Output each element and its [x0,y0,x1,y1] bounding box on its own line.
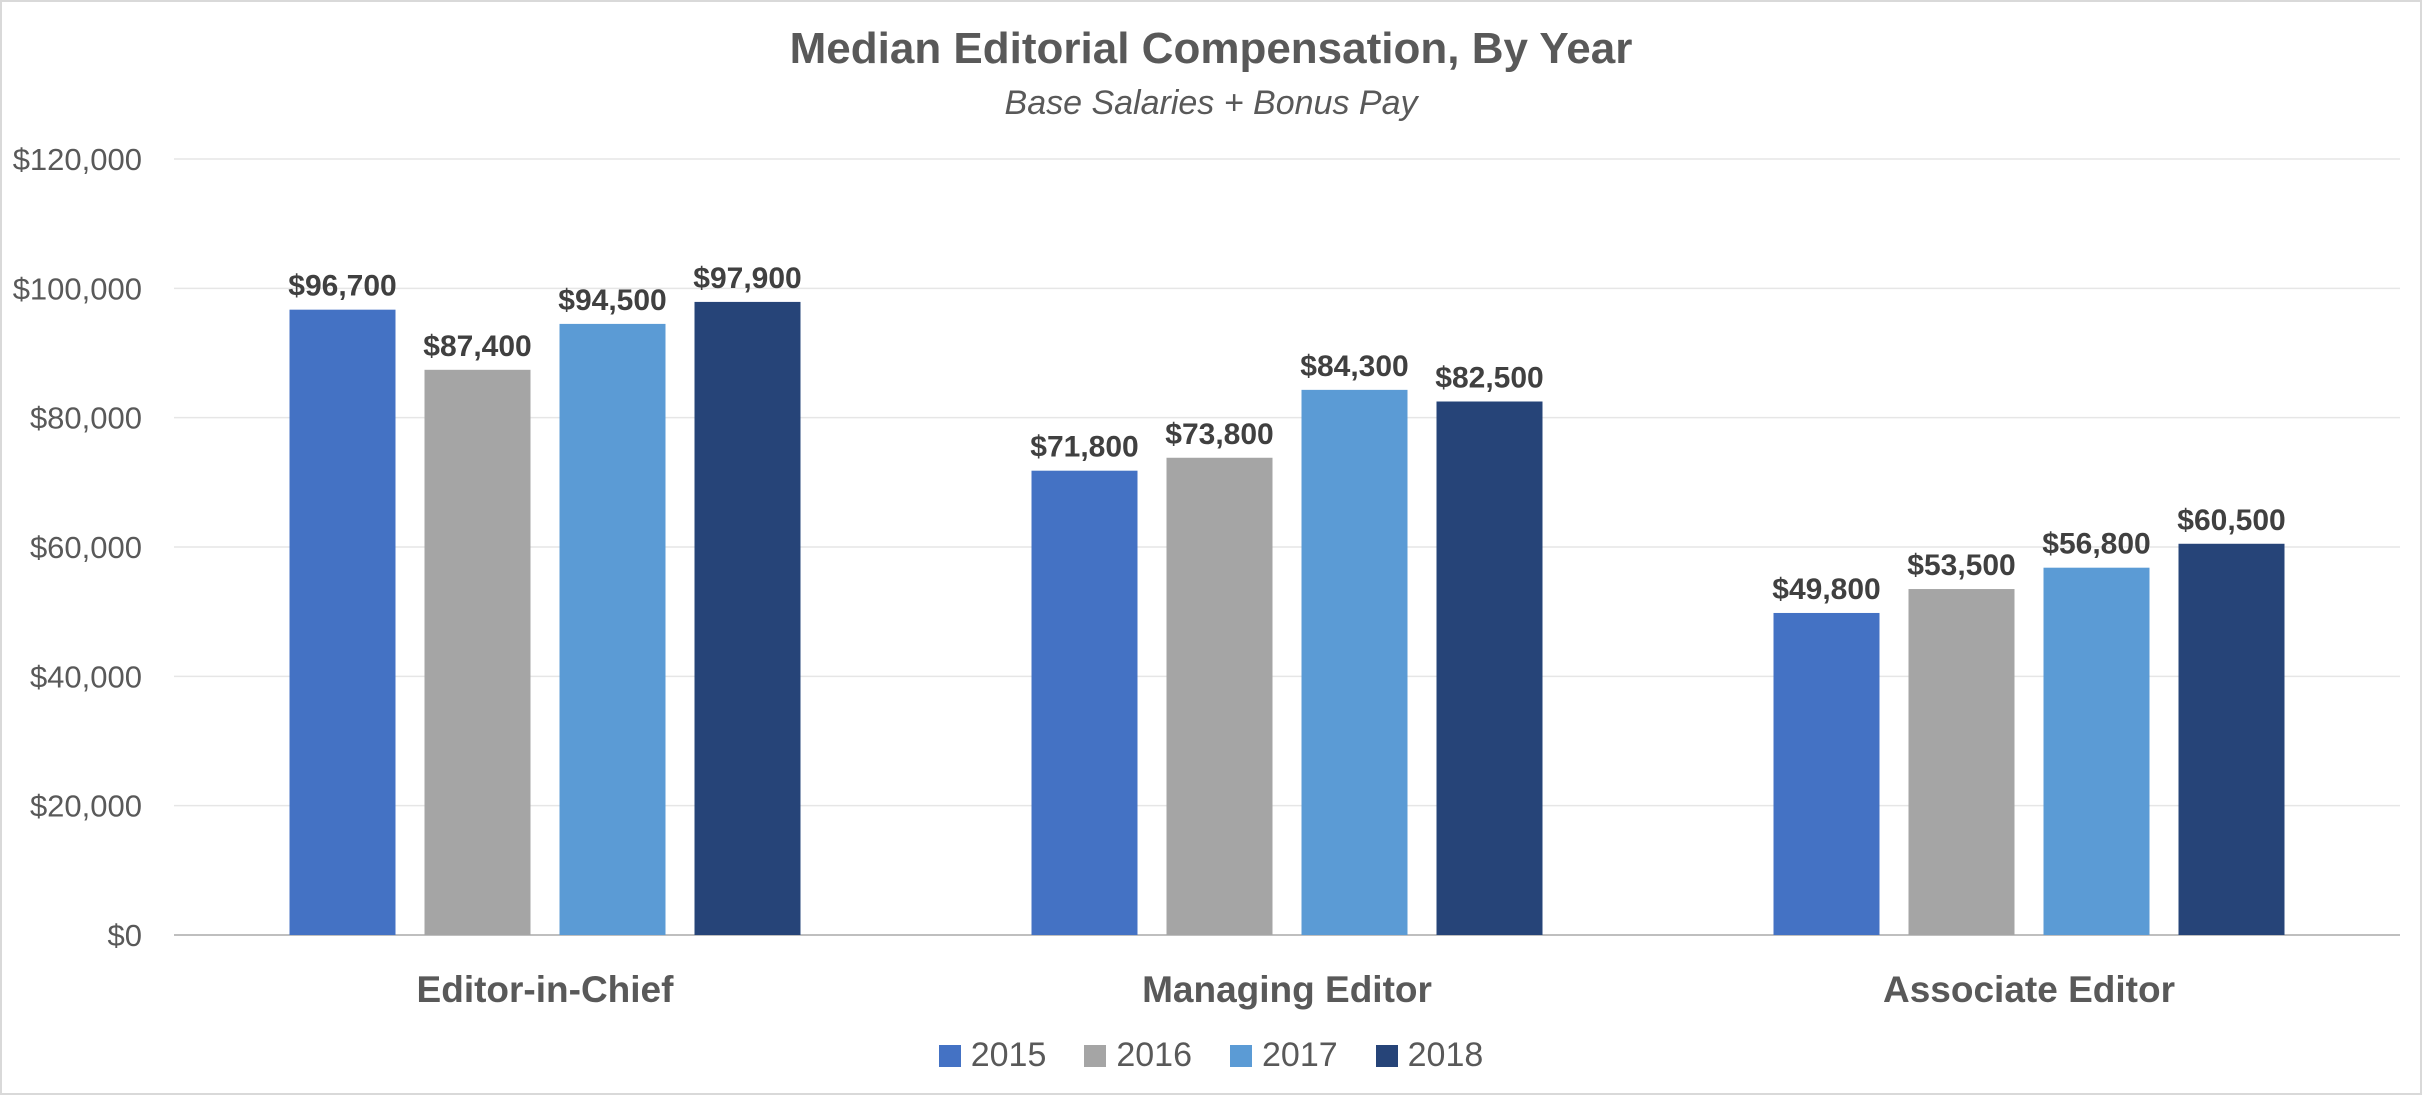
bar-data-label: $56,800 [2042,528,2150,561]
bar-data-label: $97,900 [693,262,801,295]
bar-data-label: $96,700 [288,270,396,303]
bar-2015-0 [289,309,396,935]
bar-2016-2 [1908,589,2015,935]
y-tick-label: $40,000 [30,659,142,694]
legend: 2015 2016 2017 2018 [2,1036,2420,1075]
x-category-label: Editor-in-Chief [417,969,675,1010]
y-tick-label: $60,000 [30,530,142,565]
bar-data-label: $71,800 [1030,431,1138,464]
chart-title: Median Editorial Compensation, By Year [789,24,1633,73]
bar-2018-2 [2178,543,2285,935]
legend-item-2017: 2017 [1230,1036,1338,1075]
y-axis-tick-labels: $0 $20,000 $40,000 $60,000 $80,000 $100,000 $1… [13,142,142,953]
bar-data-label: $60,500 [2177,504,2285,537]
bar-data-label: $53,500 [1907,549,2015,582]
x-category-label: Associate Editor [1883,969,2175,1010]
y-tick-label: $0 [108,918,142,953]
bar-2016-1 [1166,457,1273,935]
bar-2015-2 [1773,612,1880,935]
legend-item-2018: 2018 [1375,1036,1484,1075]
bar-data-label: $73,800 [1165,418,1273,451]
bar-2018-0 [694,301,801,935]
legend-swatch [1375,1044,1398,1067]
x-category-label: Managing Editor [1142,969,1432,1010]
bar-data-label: $82,500 [1435,362,1543,395]
bar-data-label: $49,800 [1772,573,1880,606]
y-tick-label: $20,000 [30,789,142,824]
legend-item-2015: 2015 [938,1036,1047,1075]
legend-label: 2016 [1116,1036,1192,1074]
bar-2017-0 [559,323,666,935]
legend-swatch [1230,1044,1252,1067]
legend-label: 2018 [1407,1036,1484,1074]
bar-2017-2 [2043,567,2150,935]
bar-2017-1 [1301,389,1408,935]
bar-data-label: $84,300 [1300,350,1408,383]
bars [289,301,2285,935]
legend-label: 2015 [970,1036,1047,1074]
bar-2016-0 [424,369,531,935]
chart-subtitle: Base Salaries + Bonus Pay [1004,84,1418,122]
gridlines [174,158,2400,936]
bar-data-label: $87,400 [423,330,531,363]
legend-swatch [1084,1044,1107,1067]
y-tick-label: $100,000 [13,271,142,306]
bar-2018-1 [1436,401,1543,935]
legend-item-2016: 2016 [1084,1036,1192,1075]
bar-2015-1 [1031,470,1138,935]
legend-label: 2017 [1262,1036,1338,1074]
bar-data-labels: $96,700 $87,400 $94,500 $97,900 $71,800 $73,8… [288,262,2285,606]
y-tick-label: $80,000 [30,401,142,436]
bar-data-label: $94,500 [558,284,666,317]
legend-swatch [938,1044,961,1067]
x-axis-category-labels: Editor-in-Chief Managing Editor Associate … [417,969,2175,1010]
y-tick-label: $120,000 [13,142,142,177]
